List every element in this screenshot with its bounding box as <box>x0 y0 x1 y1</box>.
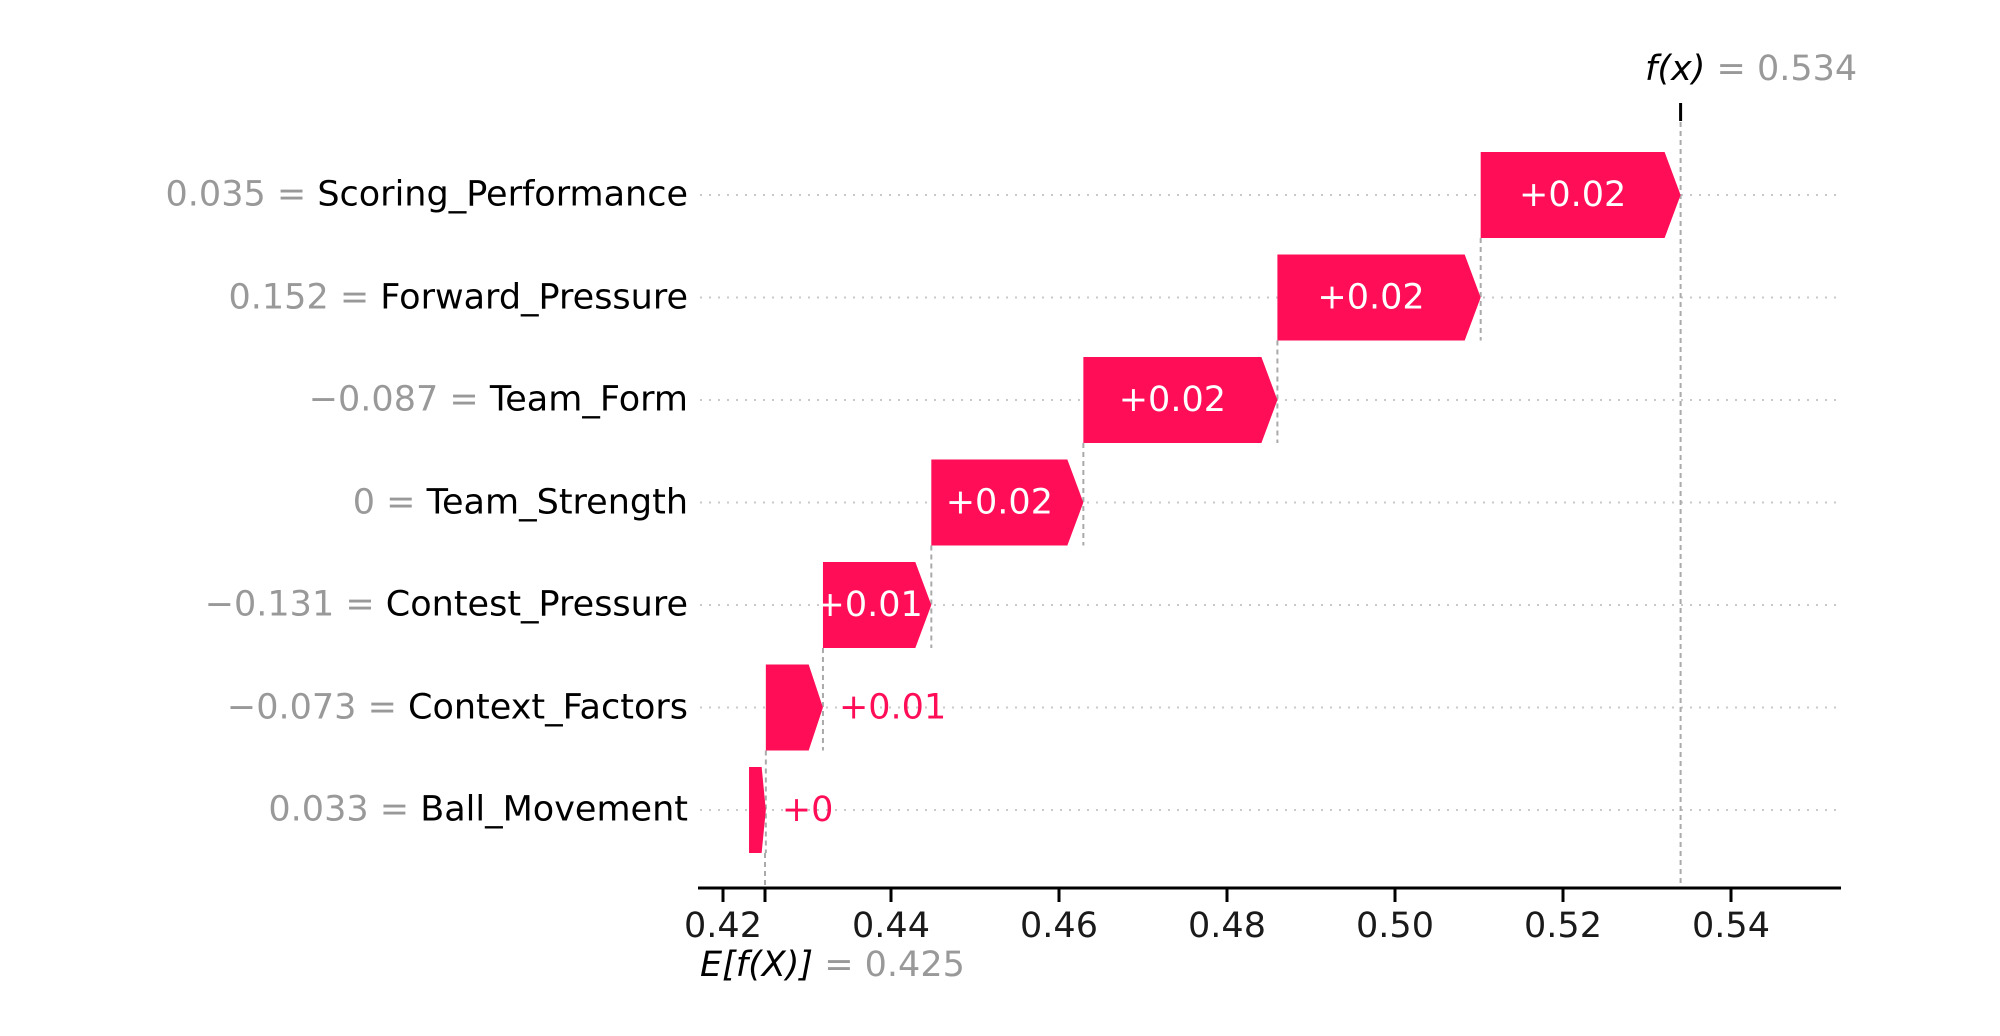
feature-data-value: 0.152 <box>228 277 329 317</box>
feature-equals: = <box>265 174 318 215</box>
bar-contribution-label: +0.01 <box>816 585 923 625</box>
feature-data-value: 0.035 <box>165 174 266 215</box>
fx-annotation: f(x) = 0.534 <box>1645 52 1857 87</box>
feature-data-value: −0.073 <box>226 687 357 727</box>
bar-contribution-label: +0.02 <box>1317 278 1424 318</box>
feature-label: 0.035 = Scoring_Performance <box>165 174 688 215</box>
x-tick-label: 0.42 <box>684 906 762 946</box>
feature-data-value: 0.033 <box>268 789 369 830</box>
feature-label: −0.087 = Team_Form <box>308 379 688 420</box>
feature-equals: = <box>438 379 490 420</box>
x-tick-label: 0.48 <box>1188 906 1266 946</box>
feature-label: 0.033 = Ball_Movement <box>268 789 688 830</box>
waterfall-bar <box>1083 357 1278 443</box>
feature-equals: = <box>334 584 386 625</box>
bar-contribution-label: +0.02 <box>1519 175 1626 215</box>
feature-name: Forward_Pressure <box>380 277 688 317</box>
feature-equals: = <box>375 482 427 522</box>
fx-symbol: f(x) <box>1645 49 1706 89</box>
fx-value: 0.534 <box>1756 49 1858 89</box>
fx-equals: = <box>1716 49 1746 89</box>
waterfall-bar <box>822 562 932 648</box>
x-tick-label: 0.44 <box>852 906 930 946</box>
waterfall-bar <box>765 664 823 751</box>
feature-data-value: 0 <box>352 482 376 522</box>
feature-name: Context_Factors <box>408 687 688 727</box>
feature-name: Contest_Pressure <box>385 584 688 625</box>
expected-value-annotation: E[f(X)] = 0.425 <box>700 948 965 983</box>
feature-name: Team_Strength <box>426 482 688 522</box>
feature-name: Ball_Movement <box>420 789 688 830</box>
feature-equals: = <box>356 687 409 727</box>
feature-equals: = <box>328 277 381 317</box>
waterfall-bar <box>1277 254 1481 341</box>
bar-contribution-label: +0.02 <box>946 483 1053 523</box>
feature-name: Scoring_Performance <box>317 174 688 215</box>
waterfall-bar <box>1480 152 1681 238</box>
x-tick-label: 0.52 <box>1524 906 1602 946</box>
feature-equals: = <box>368 789 421 830</box>
bar-contribution-label: +0.02 <box>1119 380 1226 420</box>
x-tick-label: 0.46 <box>1020 906 1098 946</box>
x-tick-label: 0.54 <box>1692 906 1770 946</box>
feature-label: −0.073 = Context_Factors <box>227 690 688 725</box>
feature-name: Team_Form <box>489 379 688 420</box>
bar-contribution-label: +0.01 <box>839 688 946 728</box>
feature-label: −0.131 = Contest_Pressure <box>204 584 688 625</box>
ef-value: 0.425 <box>864 945 965 985</box>
feature-data-value: −0.131 <box>204 584 335 625</box>
ef-equals: = <box>824 945 854 985</box>
feature-label: 0.152 = Forward_Pressure <box>229 280 688 315</box>
feature-label: 0 = Team_Strength <box>353 485 688 520</box>
waterfall-bar <box>749 767 766 853</box>
ef-symbol: E[f(X)] <box>700 945 814 985</box>
waterfall-bar <box>931 459 1084 546</box>
x-tick-label: 0.50 <box>1356 906 1434 946</box>
bar-contribution-label: +0 <box>782 790 834 830</box>
feature-data-value: −0.087 <box>308 379 439 420</box>
